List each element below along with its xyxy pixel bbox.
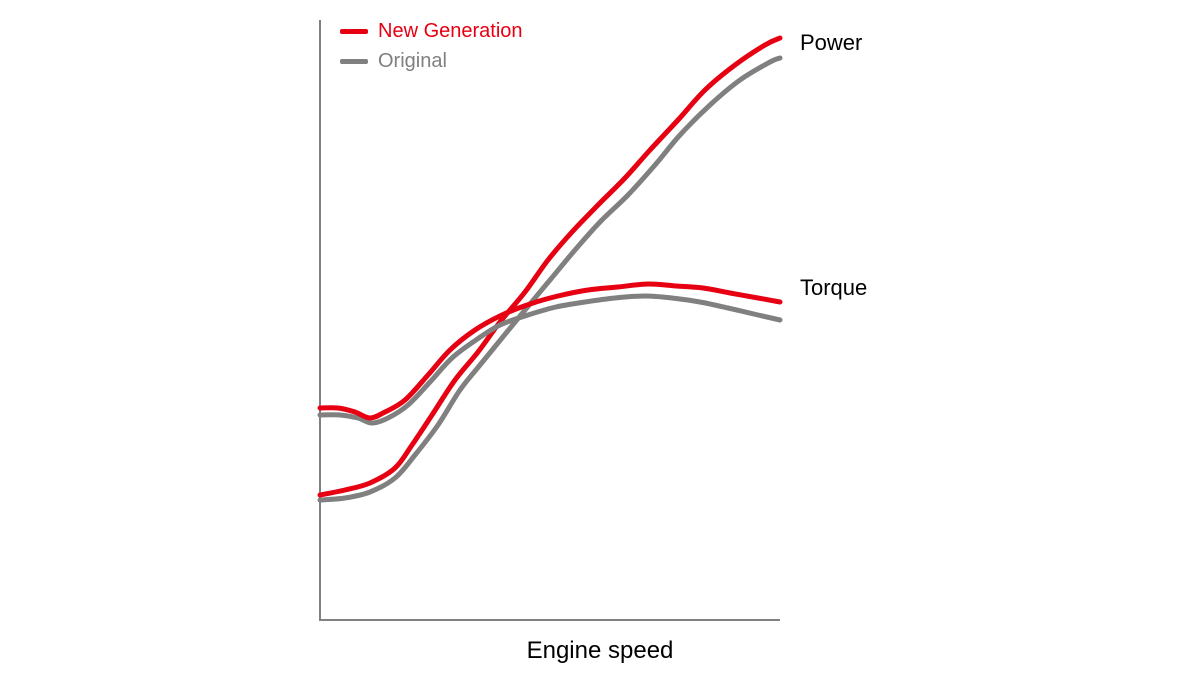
legend-item-new: New Generation [340, 18, 523, 44]
axis [320, 20, 780, 620]
legend-swatch-new [340, 29, 368, 34]
legend: New Generation Original [340, 18, 523, 78]
legend-swatch-original [340, 59, 368, 64]
legend-label-new: New Generation [378, 20, 523, 43]
legend-label-original: Original [378, 50, 447, 73]
series-power_original [320, 58, 780, 500]
curve-label-power: Power [800, 30, 862, 56]
x-axis-label: Engine speed [527, 637, 674, 665]
chart-svg [0, 0, 1200, 675]
legend-item-original: Original [340, 48, 523, 74]
engine-chart: New Generation Original Power Torque Eng… [0, 0, 1200, 675]
curve-label-torque: Torque [800, 275, 867, 301]
series-torque_original [320, 296, 780, 423]
